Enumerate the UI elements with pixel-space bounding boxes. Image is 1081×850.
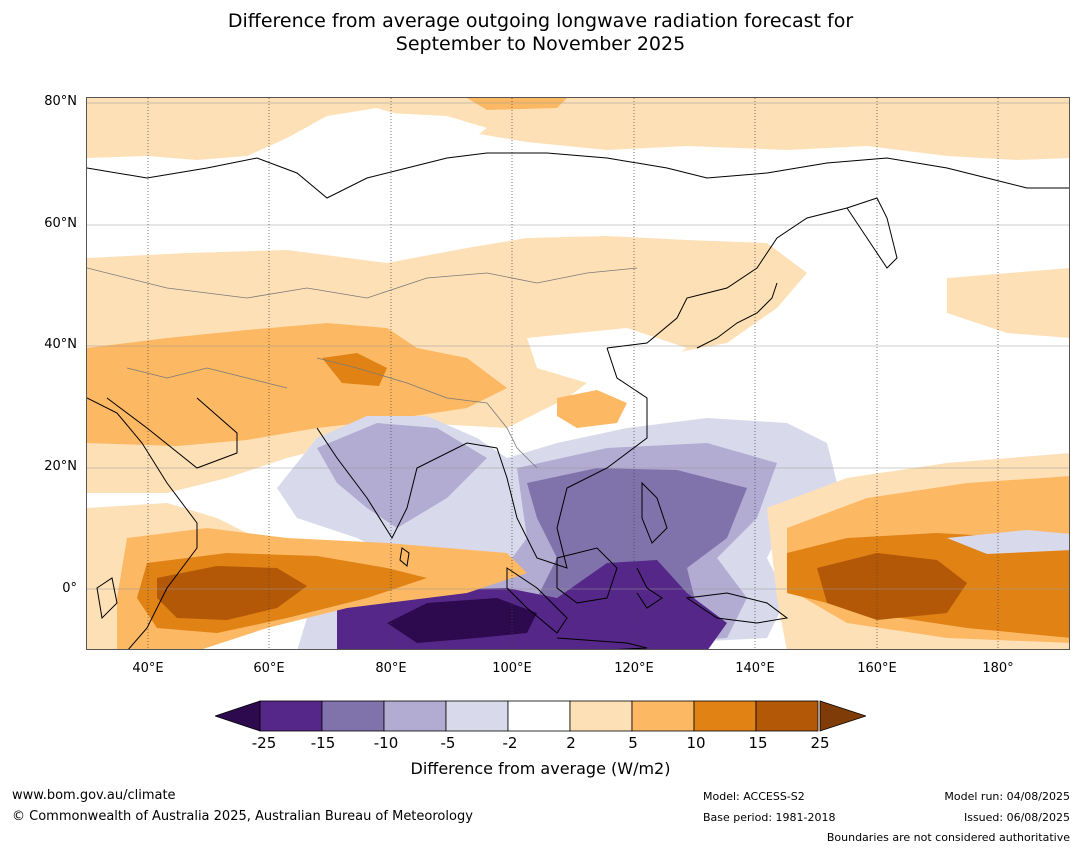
colorbar-segment <box>321 700 385 732</box>
lat-label-20n: 20°N <box>44 459 77 474</box>
lon-label-100e: 100°E <box>492 661 532 676</box>
colorbar-segment <box>693 700 757 732</box>
colorbar-segment <box>755 700 819 732</box>
east-asia-coastline <box>606 197 878 349</box>
lon-label-140e: 140°E <box>735 661 775 676</box>
colorbar-tick: 10 <box>686 734 706 752</box>
arctic-orange-patch <box>467 98 567 110</box>
arabia-coastline <box>106 397 238 469</box>
colorbar <box>215 700 866 732</box>
model-run-date: Model run: 04/08/2025 <box>944 790 1070 803</box>
tibet-dark-orange <box>322 353 387 386</box>
colorbar-segment <box>445 700 509 732</box>
colorbar-tick: -2 <box>502 734 518 752</box>
bom-website: www.bom.gov.au/climate <box>12 788 176 803</box>
colorbar-segment <box>383 700 447 732</box>
border-kazakhstan <box>87 267 368 299</box>
borneo-coastline <box>556 547 618 604</box>
bay-of-bengal-lavender <box>317 423 487 528</box>
colorbar-segment <box>259 700 323 732</box>
sulawesi-coastline <box>636 567 663 609</box>
lon-label-80e: 80°E <box>375 661 407 676</box>
java-coastline <box>556 637 648 649</box>
latitude-gridlines <box>87 102 1069 590</box>
boundaries-disclaimer: Boundaries are not considered authoritat… <box>826 831 1070 844</box>
kamchatka-coastline <box>846 197 898 269</box>
colorbar-tick: 25 <box>810 734 830 752</box>
longitude-gridlines <box>147 98 999 649</box>
colorbar-label: Difference from average (W/m2) <box>410 759 671 778</box>
central-pacific-brown <box>817 553 967 620</box>
copyright-notice: © Commonwealth of Australia 2025, Austra… <box>12 809 473 824</box>
map-canvas <box>87 98 1069 649</box>
colorbar-over-arrow <box>819 700 866 732</box>
lon-label-40e: 40°E <box>132 661 164 676</box>
pacific-lavender-patch <box>947 530 1069 554</box>
colorbar-tick: -15 <box>310 734 336 752</box>
sumatra-coastline <box>506 567 568 634</box>
philippines-coastline <box>641 481 668 544</box>
africa-coastline <box>87 397 198 649</box>
colorbar-segment <box>507 700 571 732</box>
coastlines <box>87 152 1069 649</box>
title-line-1: Difference from average outgoing longwav… <box>227 10 854 32</box>
west-indian-ocean-brown <box>157 566 307 620</box>
issued-date: Issued: 06/08/2025 <box>963 811 1070 824</box>
border-himalaya <box>316 357 488 404</box>
india-coastline <box>316 427 498 540</box>
lon-label-160e: 160°E <box>857 661 897 676</box>
east-china-orange <box>557 390 627 428</box>
arctic-pale-orange-region <box>87 98 1069 160</box>
colorbar-tick: 2 <box>566 734 576 752</box>
lat-label-40n: 40°N <box>44 337 77 352</box>
colorbar-segment <box>631 700 695 732</box>
border-southeast-asia <box>486 402 538 469</box>
colorbar-tick: -5 <box>440 734 456 752</box>
colorbar-tick: 15 <box>748 734 768 752</box>
lon-label-120e: 120°E <box>614 661 654 676</box>
title-line-2: September to November 2025 <box>395 33 686 55</box>
lat-label-80n: 80°N <box>44 94 77 109</box>
arctic-white-patch <box>387 113 487 143</box>
southeast-asia-coastline <box>496 347 648 569</box>
sumatra-deep-purple <box>387 598 537 643</box>
colorbar-tick: -25 <box>251 734 277 752</box>
olr-anomaly-map <box>86 97 1070 650</box>
west-asia-orange-region <box>87 323 507 446</box>
new-guinea-coastline <box>685 592 789 624</box>
arctic-coastline-east <box>487 152 1069 189</box>
lon-label-180: 180° <box>982 661 1014 676</box>
map-title: Difference from average outgoing longwav… <box>0 10 1081 56</box>
lat-label-equator: 0° <box>62 581 77 596</box>
lon-label-60e: 60°E <box>253 661 285 676</box>
east-asia-white-gap <box>527 328 687 383</box>
north-pacific-pale-orange <box>947 268 1069 338</box>
base-period: Base period: 1981-2018 <box>703 811 836 824</box>
sri-lanka-coastline <box>399 547 410 567</box>
lat-label-60n: 60°N <box>44 216 77 231</box>
colorbar-segments <box>259 700 819 732</box>
border-middle-east <box>126 367 288 389</box>
japan-coastline <box>696 282 778 349</box>
colorbar-tick: -10 <box>373 734 399 752</box>
border-china-mongolia <box>366 267 638 299</box>
model-name: Model: ACCESS-S2 <box>703 790 805 803</box>
colorbar-segment <box>569 700 633 732</box>
colorbar-tick: 5 <box>628 734 638 752</box>
arctic-coastline-west <box>87 152 488 199</box>
colorbar-under-arrow <box>215 700 261 732</box>
country-borders <box>87 267 638 469</box>
madagascar-coastline <box>96 577 118 620</box>
